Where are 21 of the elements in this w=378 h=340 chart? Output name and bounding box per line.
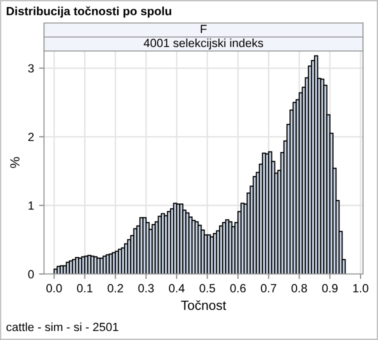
- x-tick-label: 0.4: [168, 284, 185, 292]
- y-tick-label: 0: [28, 270, 34, 278]
- y-tick-label: 2: [28, 132, 34, 142]
- x-axis-title: Točnost: [181, 300, 226, 310]
- chart-title: Distribucija točnosti po spolu: [6, 6, 172, 18]
- y-tick-label: 1: [28, 202, 34, 210]
- x-tick-label: 1.0: [353, 284, 368, 292]
- x-tick-label: 0.6: [230, 284, 246, 292]
- x-tick-label: 0.1: [77, 284, 92, 292]
- text: 4001 selekcijski indeks: [144, 38, 264, 50]
- chart-subtitle: F: [200, 24, 207, 34]
- y-tick-label: 3: [28, 64, 34, 73]
- x-tick-label: 0.8: [292, 284, 307, 292]
- x-tick-label: 0.3: [138, 284, 154, 292]
- x-tick-label: 0.7: [260, 284, 276, 292]
- x-tick-label: 0.9: [322, 284, 338, 292]
- x-tick-label: 0.2: [108, 284, 124, 292]
- x-tick-label: 0.5: [200, 284, 216, 292]
- y-axis-title: %: [10, 157, 20, 168]
- text: cattle - sim - si - 2501: [6, 322, 118, 332]
- x-tick-label: 0.0: [46, 284, 62, 292]
